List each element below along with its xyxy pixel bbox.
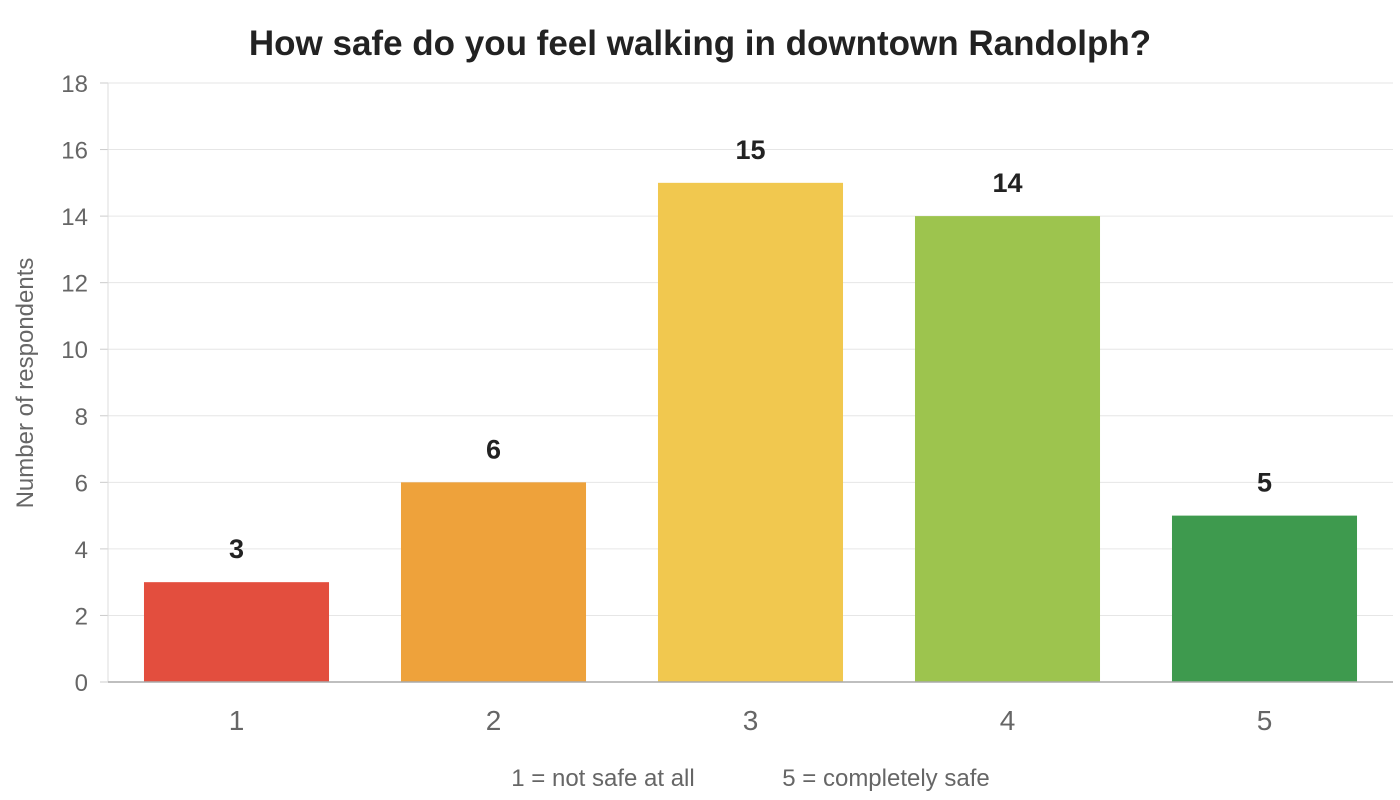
y-tick-label: 4	[75, 537, 88, 564]
y-axis-ticks: 0 2 4 6 8 10 12 14 16 18	[61, 71, 108, 697]
bar-4	[914, 216, 1101, 682]
y-tick-label: 6	[75, 470, 88, 497]
x-tick-label-3: 3	[743, 705, 759, 736]
y-tick-label: 12	[61, 271, 88, 298]
y-tick-label: 16	[61, 138, 88, 165]
data-label-4: 14	[992, 168, 1022, 198]
data-labels: 3 6 15 14 5	[229, 135, 1272, 564]
scale-note-low: 1 = not safe at all	[511, 765, 694, 792]
x-tick-label-1: 1	[229, 705, 245, 736]
bar-2	[400, 482, 587, 682]
y-tick-label: 14	[61, 204, 88, 231]
data-label-1: 3	[229, 534, 244, 564]
x-tick-label-5: 5	[1257, 705, 1273, 736]
data-label-2: 6	[486, 434, 501, 464]
y-tick-label: 0	[75, 670, 88, 697]
y-tick-label: 10	[61, 337, 88, 364]
bars	[143, 182, 1358, 683]
y-tick-label: 18	[61, 71, 88, 98]
data-label-5: 5	[1257, 468, 1272, 498]
chart-title: How safe do you feel walking in downtown…	[249, 24, 1151, 63]
y-tick-label: 2	[75, 603, 88, 630]
x-tick-label-2: 2	[486, 705, 502, 736]
scale-note-high: 5 = completely safe	[782, 765, 989, 792]
y-axis-title: Number of respondents	[12, 258, 39, 509]
bar-3	[657, 182, 844, 683]
bar-1	[143, 582, 330, 682]
x-tick-label-4: 4	[1000, 705, 1016, 736]
bar-5	[1171, 515, 1358, 682]
data-label-3: 15	[735, 135, 765, 165]
x-axis-ticks: 1 2 3 4 5	[229, 705, 1273, 736]
y-tick-label: 8	[75, 404, 88, 431]
